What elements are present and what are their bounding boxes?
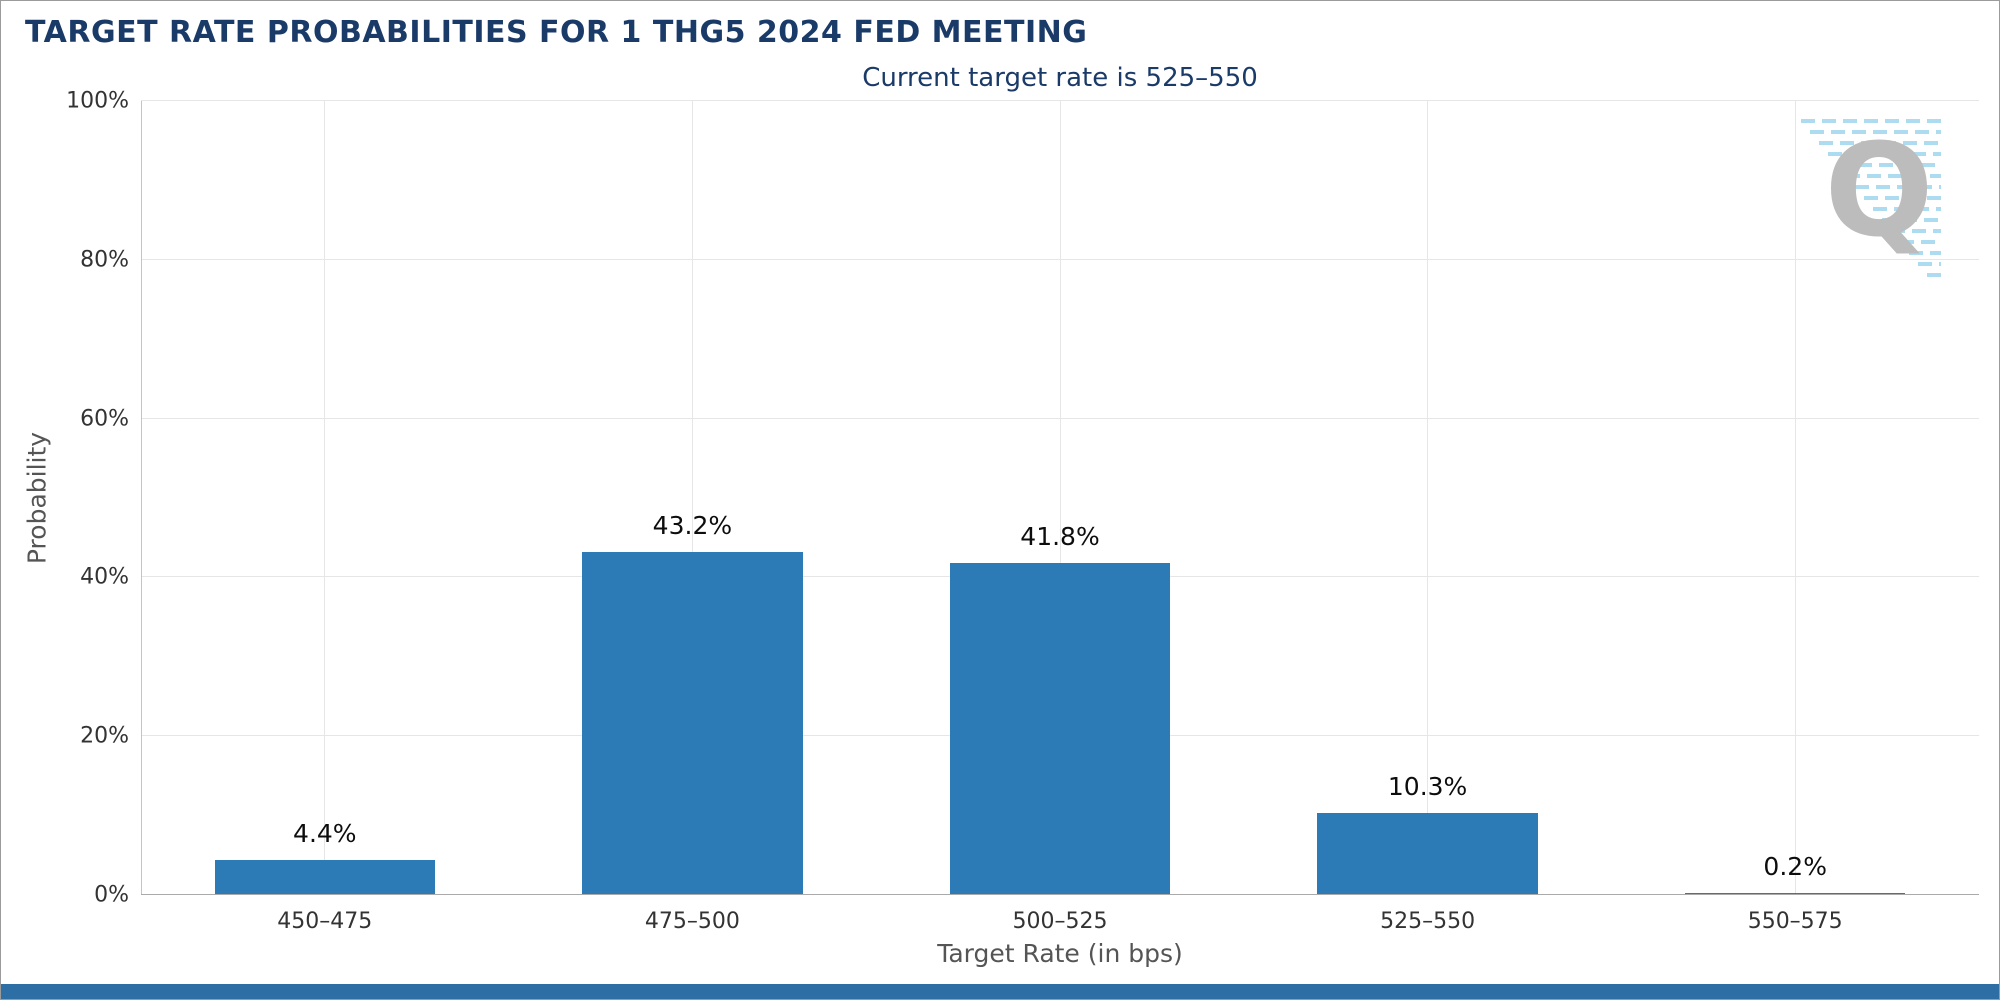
bar-value-label: 41.8% (1020, 522, 1100, 552)
gridline-h (141, 417, 1979, 419)
gridline-v (691, 101, 693, 895)
chart-title: TARGET RATE PROBABILITIES FOR 1 THG5 202… (25, 15, 1088, 50)
y-tick-label: 20% (80, 723, 129, 749)
watermark-stripes-icon (1801, 119, 1941, 277)
watermark-q-logo: Q (1791, 107, 1951, 282)
x-category-label: 500–525 (1012, 909, 1108, 934)
bar[interactable] (582, 552, 803, 894)
y-axis-title: Probability (22, 431, 52, 565)
bar[interactable] (1684, 893, 1906, 894)
x-category-label: 525–550 (1380, 909, 1476, 934)
x-category-label: 550–575 (1747, 909, 1843, 934)
gridline-v (1059, 101, 1061, 895)
bar-value-label: 0.2% (1763, 852, 1827, 882)
gridline-v (1794, 101, 1796, 895)
bar-value-label: 4.4% (293, 819, 357, 849)
chart-subtitle: Current target rate is 525–550 (862, 63, 1258, 93)
bar-value-label: 43.2% (652, 511, 733, 540)
footer-bar (1, 984, 1999, 999)
gridline-h (141, 100, 1979, 101)
plot-area: Q 0% 20% 40% 60% 80% 100% 4.4% 450–475 43.2% 475–… (66, 89, 1979, 934)
gridline-v (1427, 101, 1429, 895)
gridline-v (324, 101, 326, 895)
y-tick-label: 0% (94, 882, 129, 908)
bar[interactable] (949, 563, 1171, 894)
y-tick-label: 40% (80, 564, 129, 590)
x-category-label: 475–500 (644, 909, 740, 934)
y-tick-label: 80% (80, 247, 129, 273)
x-axis-line (141, 894, 1979, 895)
y-tick-label: 100% (66, 88, 129, 114)
y-axis-line (141, 101, 142, 895)
x-category-label: 450–475 (277, 909, 373, 934)
y-tick-label: 60% (80, 406, 129, 432)
gridline-h (141, 258, 1979, 260)
svg-text:Q: Q (1825, 117, 1934, 266)
bar[interactable] (214, 860, 436, 894)
x-axis-title: Target Rate (in bps) (937, 939, 1183, 968)
bar[interactable] (1317, 813, 1538, 894)
bar-value-label: 10.3% (1387, 772, 1468, 802)
